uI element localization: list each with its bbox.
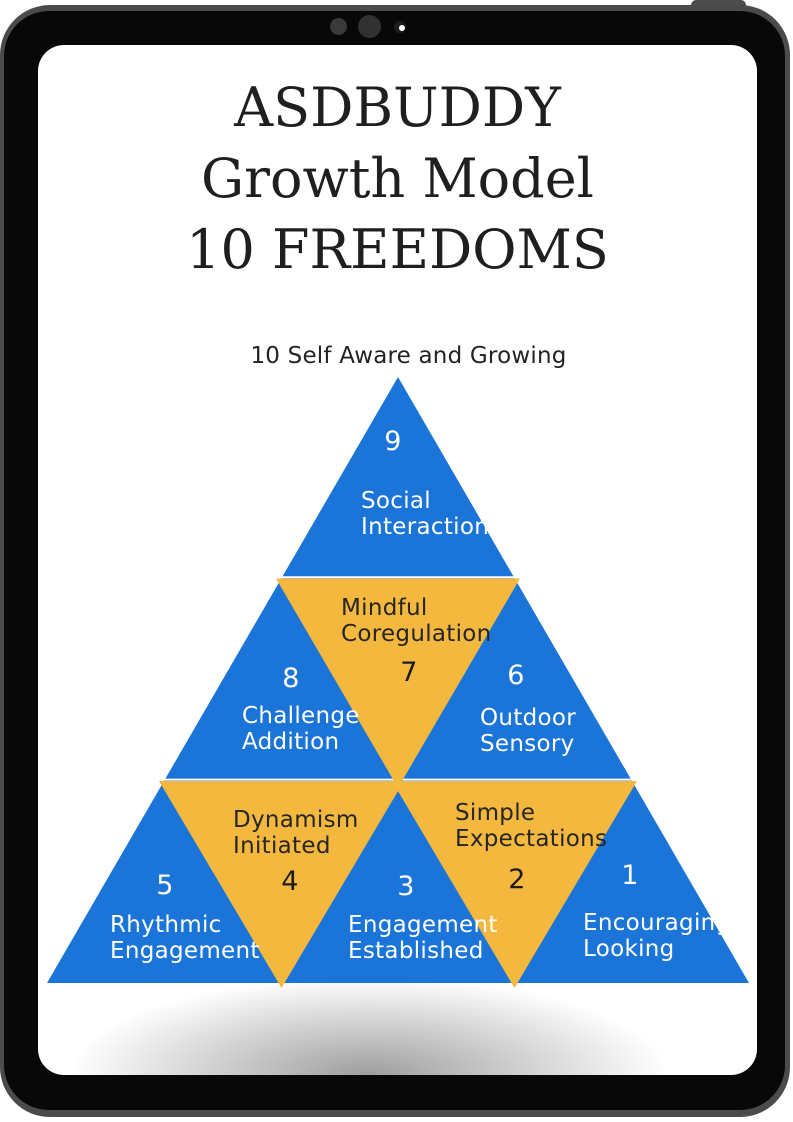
triangle-6-label-line-1: Outdoor <box>480 705 576 731</box>
front-camera-dot-icon <box>358 15 381 38</box>
triangle-4-label-line-2: Initiated <box>233 833 331 859</box>
triangle-1-label-line-1: Encouraging <box>583 910 731 936</box>
triangle-9-label-line-2: Interaction <box>361 514 490 540</box>
diagram-caption: 10 Self Aware and Growing <box>250 343 567 369</box>
camera-lens-icon <box>394 21 406 33</box>
triangle-7-label: Mindful Coregulation <box>341 595 492 647</box>
triangle-5-label-line-2: Engagement <box>110 938 260 964</box>
triangle-3-label-line-1: Engagement <box>348 912 498 938</box>
triangle-2-label: Simple Expectations <box>455 800 607 852</box>
triangle-3-number: 3 <box>397 871 415 902</box>
triangle-6-label: Outdoor Sensory <box>480 705 576 757</box>
triangle-1-label-line-2: Looking <box>583 936 675 962</box>
triangle-3-label: Engagement Established <box>348 912 498 964</box>
triangle-9-label: Social Interaction <box>361 488 489 540</box>
triangle-1-number: 1 <box>621 860 639 891</box>
triangle-8-number: 8 <box>282 663 300 694</box>
triangle-8-label: Challenge Addition <box>242 703 360 755</box>
triangle-9-number: 9 <box>384 426 402 457</box>
triangle-7-shape <box>276 578 520 788</box>
camera-lens-glint <box>399 25 405 31</box>
triangle-4-label-line-1: Dynamism <box>233 807 359 833</box>
triangle-8-label-line-2: Addition <box>242 729 340 755</box>
triangle-1-label: Encouraging Looking <box>583 910 730 962</box>
triangle-3-label-line-2: Established <box>348 938 484 964</box>
title-line-3: 10 FREEDOMS <box>186 218 609 281</box>
title-line-1: ASDBUDDY <box>234 76 561 139</box>
triangle-6-label-line-2: Sensory <box>480 731 575 757</box>
triangle-8-label-line-1: Challenge <box>242 703 360 729</box>
triangle-4-label: Dynamism Initiated <box>233 807 359 859</box>
triangle-7-number: 7 <box>400 657 418 688</box>
ambient-sensor-dot-icon <box>330 18 347 35</box>
triangle-7-label-line-2: Coregulation <box>341 621 492 647</box>
triangle-2-label-line-1: Simple <box>455 800 536 826</box>
triangle-7-label-line-1: Mindful <box>341 595 428 621</box>
triangle-2-shape <box>392 781 637 988</box>
triangle-5-number: 5 <box>156 870 174 901</box>
triangle-2-label-line-2: Expectations <box>455 826 608 852</box>
triangle-4-number: 4 <box>281 866 299 897</box>
triangle-5-label-line-1: Rhythmic <box>110 912 222 938</box>
page-title: ASDBUDDY Growth Model 10 FREEDOMS <box>38 72 757 285</box>
triangle-2-number: 2 <box>508 864 526 895</box>
triangle-6-number: 6 <box>507 660 525 691</box>
triangle-9-label-line-1: Social <box>361 488 431 514</box>
triangle-4-shape <box>159 781 404 988</box>
triangle-5-label: Rhythmic Engagement <box>110 912 260 964</box>
title-line-2: Growth Model <box>201 147 594 210</box>
